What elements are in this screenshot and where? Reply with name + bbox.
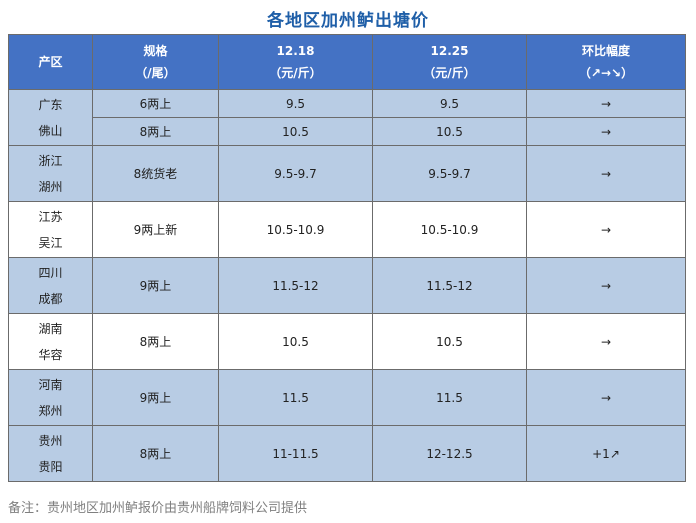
region-cell: 河南 郑州 — [8, 369, 93, 426]
table-row: 河南 郑州 9两上 11.5 11.5 → — [8, 369, 686, 426]
price-1225-cell: 12-12.5 — [372, 425, 527, 482]
price-1225-cell: 11.5 — [372, 369, 527, 426]
table-row: 四川 成都 9两上 11.5-12 11.5-12 → — [8, 257, 686, 314]
price-1218-cell: 11.5 — [218, 369, 373, 426]
spec-cell: 8两上 — [92, 425, 219, 482]
header-spec: 规格 （/尾） — [92, 34, 219, 90]
header-date1: 12.18 （元/斤） — [218, 34, 373, 90]
region-cell: 湖南 华容 — [8, 313, 93, 370]
spec-cell: 8统货老 — [92, 145, 219, 202]
price-1225-cell: 10.5-10.9 — [372, 201, 527, 258]
price-table: 产区 规格 （/尾） 12.18 （元/斤） 12.25 （元/斤） 环比幅度 （↗→↘… — [8, 34, 686, 482]
price-1225-cell: 9.5-9.7 — [372, 145, 527, 202]
table-title: 各地区加州鲈出塘价 — [267, 11, 429, 31]
header-row: 产区 规格 （/尾） 12.18 （元/斤） 12.25 （元/斤） 环比幅度 （↗→↘… — [8, 34, 686, 90]
header-date2: 12.25 （元/斤） — [372, 34, 527, 90]
change-cell: → — [526, 117, 686, 146]
price-1218-cell: 11.5-12 — [218, 257, 373, 314]
region-cell: 浙江 湖州 — [8, 145, 93, 202]
table-row: 湖南 华容 8两上 10.5 10.5 → — [8, 313, 686, 370]
price-1218-cell: 9.5-9.7 — [218, 145, 373, 202]
footnote: 备注：贵州地区加州鲈报价由贵州船牌饲料公司提供 — [8, 501, 308, 516]
change-cell: → — [526, 257, 686, 314]
price-1218-cell: 9.5 — [218, 89, 373, 118]
table-row: 广东 佛山 6两上 9.5 9.5 → — [8, 89, 686, 146]
table-row: 浙江 湖州 8统货老 9.5-9.7 9.5-9.7 → — [8, 145, 686, 202]
change-cell-up: +1↗ — [526, 425, 686, 482]
price-1225-cell: 11.5-12 — [372, 257, 527, 314]
price-1225-cell: 9.5 — [372, 89, 527, 118]
table-row: 贵州 贵阳 8两上 11-11.5 12-12.5 +1↗ — [8, 425, 686, 482]
region-cell: 广东 佛山 — [8, 89, 93, 146]
spec-cell: 9两上新 — [92, 201, 219, 258]
region-cell: 江苏 吴江 — [8, 201, 93, 258]
price-1218-cell: 10.5 — [218, 117, 373, 146]
change-cell: → — [526, 313, 686, 370]
header-change: 环比幅度 （↗→↘） — [526, 34, 686, 90]
price-1218-cell: 10.5-10.9 — [218, 201, 373, 258]
change-cell: → — [526, 145, 686, 202]
spec-cell: 9两上 — [92, 369, 219, 426]
spec-cell: 8两上 — [92, 313, 219, 370]
spec-cell: 6两上 — [92, 89, 219, 118]
spec-cell: 8两上 — [92, 117, 219, 146]
header-region: 产区 — [8, 34, 93, 90]
change-cell: → — [526, 89, 686, 118]
price-1225-cell: 10.5 — [372, 117, 527, 146]
spec-cell: 9两上 — [92, 257, 219, 314]
change-cell: → — [526, 369, 686, 426]
table-row: 8两上 10.5 10.5 → — [9, 117, 686, 146]
table-row: 江苏 吴江 9两上新 10.5-10.9 10.5-10.9 → — [8, 201, 686, 258]
price-1225-cell: 10.5 — [372, 313, 527, 370]
region-cell: 贵州 贵阳 — [8, 425, 93, 482]
region-cell: 四川 成都 — [8, 257, 93, 314]
price-1218-cell: 11-11.5 — [218, 425, 373, 482]
price-1218-cell: 10.5 — [218, 313, 373, 370]
change-cell: → — [526, 201, 686, 258]
